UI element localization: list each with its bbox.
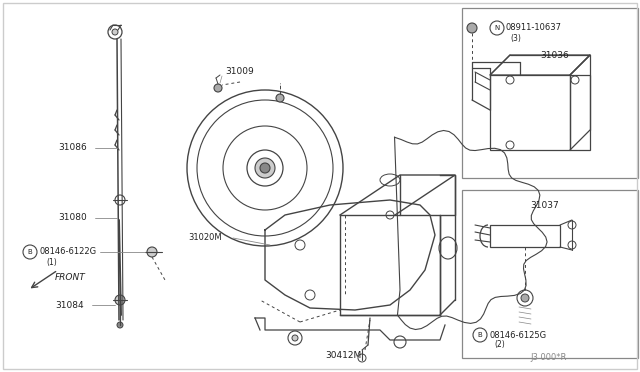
Text: B: B bbox=[28, 249, 33, 255]
Text: 30412M: 30412M bbox=[325, 350, 361, 359]
Circle shape bbox=[521, 294, 529, 302]
Text: 31086: 31086 bbox=[58, 144, 87, 153]
Text: 08911-10637: 08911-10637 bbox=[506, 23, 562, 32]
Bar bbox=[340, 215, 440, 315]
Text: FRONT: FRONT bbox=[55, 273, 86, 282]
Circle shape bbox=[467, 23, 477, 33]
Bar bbox=[462, 190, 638, 358]
Text: J3 000*R: J3 000*R bbox=[530, 353, 566, 362]
Text: (3): (3) bbox=[510, 33, 521, 42]
Text: N: N bbox=[494, 25, 500, 31]
Text: (1): (1) bbox=[46, 259, 57, 267]
Text: (2): (2) bbox=[494, 340, 505, 350]
Text: 08146-6125G: 08146-6125G bbox=[490, 330, 547, 340]
Circle shape bbox=[147, 247, 157, 257]
Circle shape bbox=[117, 322, 123, 328]
Bar bbox=[570, 75, 590, 150]
Circle shape bbox=[292, 335, 298, 341]
Circle shape bbox=[115, 295, 125, 305]
Text: 31009: 31009 bbox=[225, 67, 253, 77]
Text: 31084: 31084 bbox=[55, 301, 84, 310]
Text: B: B bbox=[477, 332, 483, 338]
Bar bbox=[490, 225, 560, 247]
Circle shape bbox=[112, 29, 118, 35]
Text: 31020M: 31020M bbox=[188, 234, 221, 243]
Circle shape bbox=[214, 84, 222, 92]
Bar bbox=[462, 8, 638, 178]
Text: 31037: 31037 bbox=[530, 201, 559, 209]
Text: 31080: 31080 bbox=[58, 214, 87, 222]
Bar bbox=[490, 75, 570, 150]
Circle shape bbox=[260, 163, 270, 173]
Circle shape bbox=[276, 94, 284, 102]
Text: 31036: 31036 bbox=[540, 51, 569, 60]
Text: 08146-6122G: 08146-6122G bbox=[40, 247, 97, 257]
Circle shape bbox=[255, 158, 275, 178]
